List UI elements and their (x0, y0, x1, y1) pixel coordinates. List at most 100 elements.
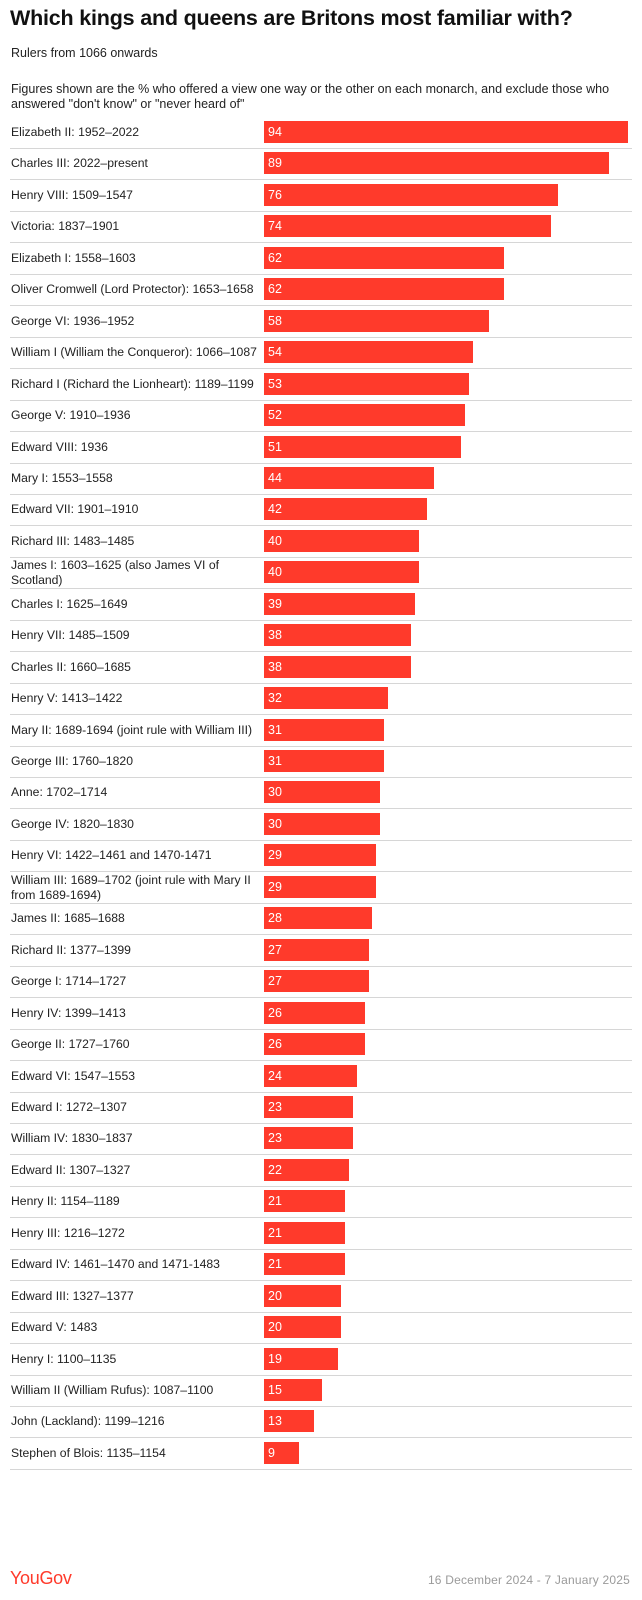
chart-row: Richard III: 1483–1485 40 (10, 526, 632, 558)
bar-value-label: 22 (268, 1162, 282, 1177)
bar (264, 592, 416, 615)
bar-value-label: 40 (268, 533, 282, 548)
bar-value-label: 20 (268, 1320, 282, 1335)
bar-value-label: 20 (268, 1288, 282, 1303)
bar (264, 372, 470, 395)
bar (264, 404, 466, 427)
chart-row: George IV: 1820–1830 30 (10, 809, 632, 841)
fieldwork-dates: 16 December 2024 - 7 January 2025 (427, 1573, 630, 1587)
bar (264, 121, 628, 143)
category-label: William II (William Rufus): 1087–1100 (11, 1383, 214, 1397)
chart-row: Henry V: 1413–1422 32 (10, 683, 632, 716)
bar (264, 1190, 346, 1213)
chart-row: Edward VII: 1901–1910 42 (10, 494, 632, 527)
bar-value-label: 27 (268, 974, 282, 989)
chart-row: Oliver Cromwell (Lord Protector): 1653–1… (10, 274, 632, 307)
bar (264, 718, 385, 741)
chart-row: Elizabeth I: 1558–1603 62 (10, 243, 632, 275)
bar (264, 875, 377, 898)
chart-row: Henry I: 1100–1135 19 (10, 1344, 632, 1376)
bar (264, 278, 505, 301)
bar-value-label: 29 (268, 879, 282, 894)
chart-row: James I: 1603–1625 (also James VI of Sco… (10, 557, 632, 590)
bar (264, 1316, 342, 1339)
chart-row: Henry VII: 1485–1509 38 (10, 620, 632, 653)
category-label: Edward V: 1483 (11, 1320, 98, 1335)
chart-note: Figures shown are the % who offered a vi… (11, 82, 610, 111)
chart-row: Mary I: 1553–1558 44 (10, 463, 632, 495)
bar (264, 466, 435, 489)
bar-value-label: 23 (268, 1099, 282, 1114)
chart-row: Edward V: 1483 20 (10, 1312, 632, 1345)
bar (264, 529, 419, 552)
bar (264, 970, 369, 993)
bar (264, 1033, 365, 1056)
category-label: Charles III: 2022–present (11, 156, 148, 171)
category-label: Edward II: 1307–1327 (11, 1162, 131, 1177)
bar (264, 1221, 346, 1244)
bar (264, 1441, 299, 1464)
category-label: James II: 1685–1688 (11, 911, 125, 926)
category-label: George I: 1714–1727 (11, 974, 127, 989)
chart-row: George III: 1760–1820 31 (10, 746, 632, 778)
chart-title: Which kings and queens are Britons most … (10, 6, 573, 30)
category-label: Edward III: 1327–1377 (11, 1288, 134, 1303)
chart-row: Elizabeth II: 1952–2022 94 (10, 117, 632, 149)
bar-value-label: 28 (268, 911, 282, 926)
category-label: George IV: 1820–1830 (11, 816, 134, 831)
category-label: James I: 1603–1625 (also James VI of Sco… (11, 558, 219, 588)
bar (264, 1158, 350, 1181)
chart-row: Anne: 1702–1714 30 (10, 777, 632, 810)
bar-value-label: 94 (268, 125, 282, 139)
bar-value-label: 53 (268, 376, 282, 391)
bar (264, 655, 412, 678)
bar (264, 246, 505, 269)
bar (264, 498, 427, 521)
chart-row: Henry III: 1216–1272 21 (10, 1218, 632, 1250)
category-label: John (Lackland): 1199–1216 (11, 1414, 165, 1429)
bar-value-label: 52 (268, 408, 282, 423)
category-label: Mary I: 1553–1558 (11, 470, 113, 485)
bar-value-label: 30 (268, 816, 282, 831)
category-label: Richard I (Richard the Lionheart): 1189–… (11, 376, 254, 391)
category-label: Richard III: 1483–1485 (11, 533, 135, 548)
bar-value-label: 38 (268, 628, 282, 643)
bar-value-label: 62 (268, 282, 282, 297)
bar-value-label: 9 (268, 1445, 275, 1460)
bar (264, 1379, 323, 1401)
category-label: Henry VII: 1485–1509 (11, 628, 130, 643)
bar (264, 1284, 342, 1307)
bar (264, 183, 559, 206)
category-label: Anne: 1702–1714 (11, 785, 108, 800)
bar-value-label: 21 (268, 1257, 282, 1272)
bar-value-label: 24 (268, 1068, 282, 1083)
bar (264, 561, 419, 584)
category-label: Henry V: 1413–1422 (11, 691, 123, 706)
category-label: George II: 1727–1760 (11, 1037, 130, 1052)
bar (264, 341, 474, 364)
category-label: Henry VI: 1422–1461 and 1470-1471 (11, 848, 212, 863)
bar (264, 215, 551, 238)
bar (264, 1001, 365, 1024)
bar (264, 938, 369, 961)
bar (264, 1253, 346, 1276)
chart-row: William III: 1689–1702 (joint rule with … (10, 872, 632, 904)
chart-row: Edward VI: 1547–1553 24 (10, 1061, 632, 1093)
bar (264, 812, 381, 835)
bar-value-label: 30 (268, 785, 282, 800)
category-label: Henry II: 1154–1189 (11, 1194, 120, 1209)
bar-value-label: 38 (268, 659, 282, 674)
chart-row: James II: 1685–1688 28 (10, 903, 632, 936)
chart-row: Edward VIII: 1936 51 (10, 432, 632, 464)
category-label: Charles II: 1660–1685 (11, 659, 131, 674)
bar (264, 750, 385, 772)
category-label: Edward I: 1272–1307 (11, 1099, 127, 1114)
bar-value-label: 26 (268, 1005, 282, 1020)
bar-value-label: 54 (268, 345, 282, 360)
bar (264, 624, 412, 647)
bar-value-label: 62 (268, 250, 282, 265)
category-label: George VI: 1936–1952 (11, 313, 135, 328)
chart-row: Charles II: 1660–1685 38 (10, 652, 632, 684)
bar-value-label: 44 (268, 470, 282, 485)
bar (264, 152, 609, 175)
